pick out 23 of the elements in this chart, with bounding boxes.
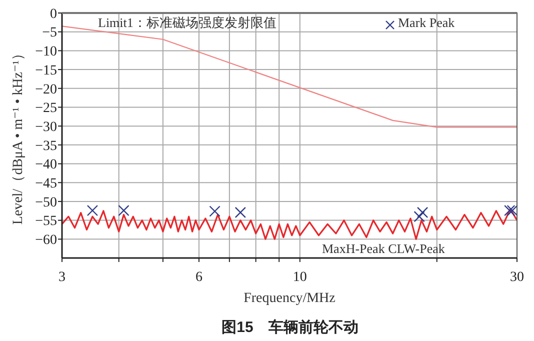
y-tick-label: −55 [35,214,57,230]
y-tick-label: −35 [35,138,57,154]
y-tick-label: −45 [35,176,57,192]
y-axis-title: Level/（dBμA • m⁻¹ • kHz⁻¹） [11,46,26,225]
y-tick-label: 0 [50,6,57,22]
y-tick-label: −30 [35,120,57,135]
y-tick-label: −40 [35,158,57,173]
y-tick-label: −10 [35,44,57,60]
y-tick-label: −20 [35,82,57,98]
x-tick-label: 10 [292,270,307,285]
y-tick-label: −50 [35,195,57,210]
y-tick-label: −15 [35,63,57,78]
text: 图15 车辆前轮不动 [222,318,358,336]
series-label: Limit1：标准磁场强度发射限值 [98,15,276,30]
y-tick-label: −5 [42,26,57,41]
x-axis-title: Frequency/MHz [244,291,336,306]
x-tick-label: 30 [510,270,524,285]
x-tick-label: 3 [58,270,66,285]
legend-label: Mark Peak [398,15,456,30]
y-tick-label: −25 [35,101,57,116]
series-label: MaxH-Peak CLW-Peak [322,241,446,256]
y-tick-label: −60 [35,233,57,248]
x-tick-label: 6 [195,270,202,285]
